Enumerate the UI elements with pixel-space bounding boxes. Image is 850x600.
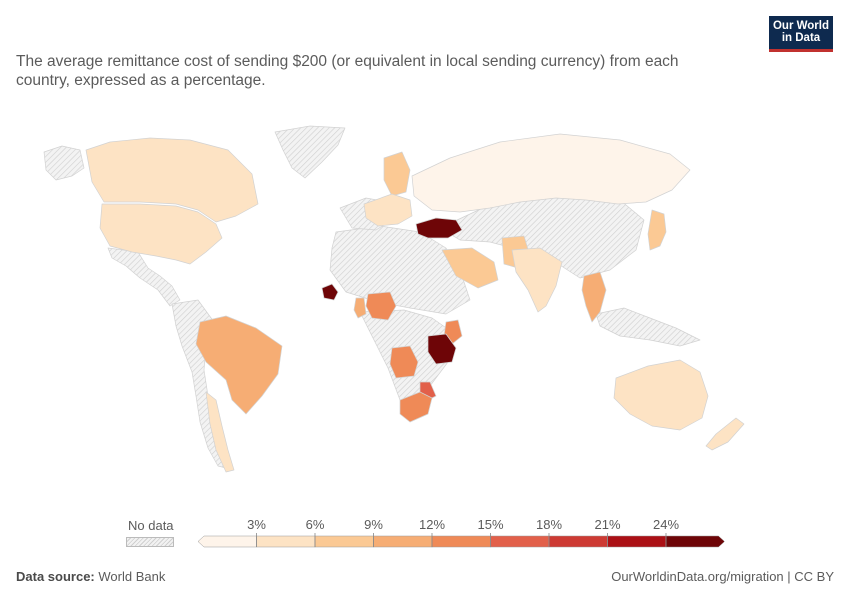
world-map[interactable]: [0, 100, 850, 500]
region-scandinavia[interactable]: [383, 151, 411, 197]
legend-bin-0[interactable]: [197, 535, 257, 548]
legend-tick-label-0: 3%: [247, 517, 266, 532]
region-europe-central[interactable]: [363, 193, 413, 227]
region-united-states[interactable]: [99, 203, 223, 265]
legend-bin-7[interactable]: [607, 535, 667, 548]
region-tanzania[interactable]: [427, 333, 457, 365]
footer-link[interactable]: OurWorldinData.org/migration | CC BY: [611, 569, 834, 584]
legend-bin-4[interactable]: [431, 535, 491, 548]
legend-bin-3[interactable]: [373, 535, 433, 548]
data-source-value: World Bank: [98, 569, 166, 584]
chart-subtitle: The average remittance cost of sending $…: [16, 53, 679, 89]
data-source: Data source: World Bank: [16, 569, 165, 584]
region-thailand[interactable]: [581, 271, 607, 323]
legend-no-data-label: No data: [128, 518, 174, 533]
region-turkey[interactable]: [415, 217, 463, 239]
region-nigeria[interactable]: [365, 291, 397, 321]
region-canada[interactable]: [85, 137, 259, 223]
data-source-label: Data source:: [16, 569, 95, 584]
mexico-central-america[interactable]: [107, 247, 181, 307]
legend-no-data-swatch[interactable]: [126, 537, 174, 547]
legend-bin-6[interactable]: [548, 535, 608, 548]
region-angola[interactable]: [389, 345, 419, 379]
region-australia[interactable]: [613, 359, 709, 431]
region-senegal[interactable]: [321, 283, 339, 301]
legend-tick-label-2: 9%: [364, 517, 383, 532]
greenland[interactable]: [274, 125, 346, 179]
legend-bin-8[interactable]: [665, 535, 725, 548]
logo-line-1: Our World: [772, 20, 829, 32]
legend-tick-label-1: 6%: [306, 517, 325, 532]
legend-bin-2[interactable]: [314, 535, 374, 548]
legend-tick-label-7: 24%: [653, 517, 679, 532]
region-chile-argentina[interactable]: [205, 391, 235, 473]
color-legend[interactable]: 3% 6% 9% 12% 15% 18% 21% 24%: [190, 512, 730, 552]
region-south-africa[interactable]: [399, 391, 433, 423]
legend-bin-5[interactable]: [490, 535, 550, 548]
region-russia[interactable]: [411, 133, 691, 213]
region-japan[interactable]: [647, 209, 667, 251]
region-india[interactable]: [511, 247, 563, 313]
logo-line-2: in Data: [781, 32, 821, 44]
north-africa[interactable]: [329, 225, 471, 315]
legend-tick-label-4: 15%: [477, 517, 503, 532]
legend-tick-label-5: 18%: [536, 517, 562, 532]
southeast-asia-islands[interactable]: [595, 307, 701, 347]
alaska[interactable]: [43, 145, 85, 181]
region-new-zealand[interactable]: [705, 417, 745, 451]
region-ghana[interactable]: [353, 297, 367, 319]
region-saudi-arabia[interactable]: [441, 247, 499, 289]
legend-tick-label-6: 21%: [594, 517, 620, 532]
owid-logo[interactable]: Our World in Data: [769, 16, 833, 52]
legend-bin-1[interactable]: [256, 535, 316, 548]
legend-tick-label-3: 12%: [419, 517, 445, 532]
region-brazil[interactable]: [195, 315, 283, 415]
